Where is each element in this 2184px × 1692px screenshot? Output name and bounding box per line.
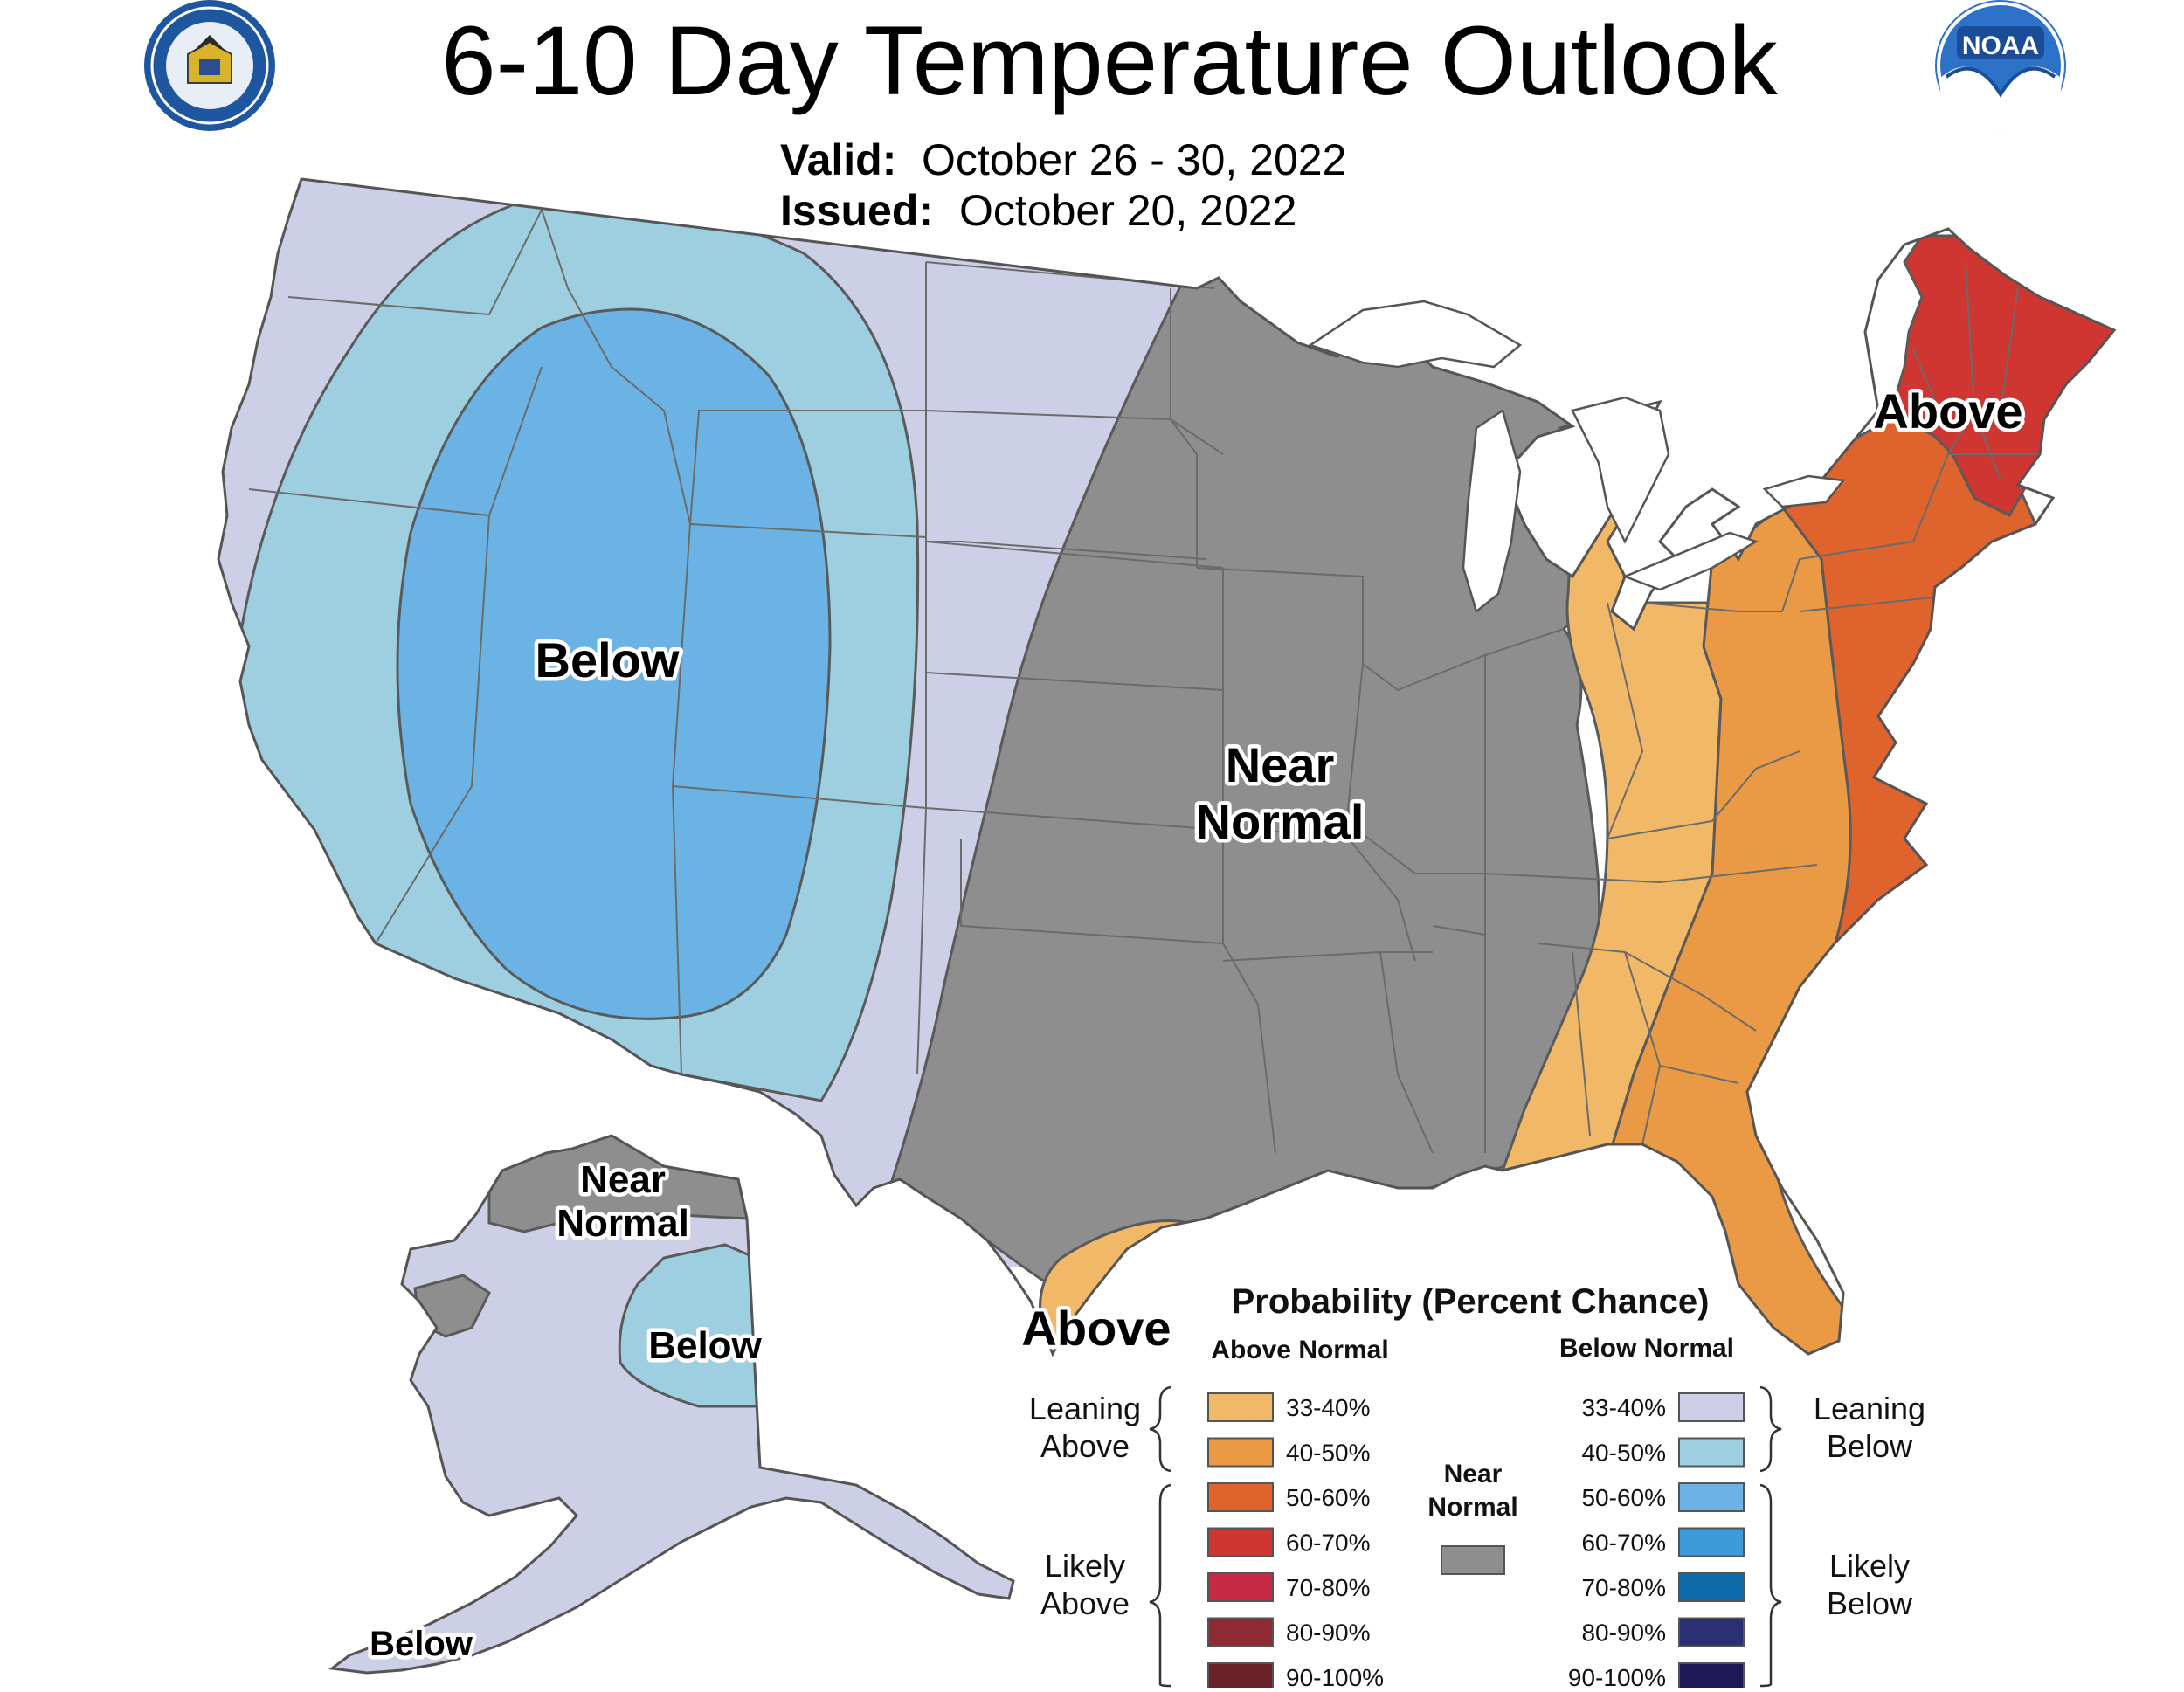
issued-label: Issued: <box>780 186 933 235</box>
lake-ontario <box>1762 474 1846 508</box>
legend-above-label-1: 40-50% <box>1286 1440 1371 1467</box>
issued-date: October 20, 2022 <box>959 186 1296 235</box>
legend-below-label-3: 60-70% <box>1581 1530 1666 1557</box>
legend-above-swatch-2 <box>1207 1482 1274 1512</box>
legend-below-swatch-3 <box>1678 1527 1745 1557</box>
legend-leaning-below-line2: Below <box>1827 1428 1913 1464</box>
legend-likely-below-line2: Below <box>1827 1585 1913 1621</box>
legend-above-label-3: 60-70% <box>1286 1530 1371 1557</box>
legend-below-swatch-5 <box>1678 1617 1745 1647</box>
legend-above-label-6: 90-100% <box>1286 1664 1384 1688</box>
brace-leaning-above <box>1149 1385 1171 1473</box>
legend-below-swatch-1 <box>1678 1437 1745 1468</box>
legend-leaning-below-line1: Leaning <box>1814 1391 1925 1426</box>
legend-above-label-0: 33-40% <box>1286 1394 1371 1421</box>
legend-near-line2: Normal <box>1427 1493 1517 1522</box>
legend-below-swatch-0 <box>1678 1392 1745 1422</box>
legend-below-label-1: 40-50% <box>1581 1440 1666 1467</box>
lake-erie <box>1621 531 1759 591</box>
legend-below-swatch-4 <box>1678 1572 1745 1602</box>
legend-likely-above-line2: Above <box>1040 1585 1130 1621</box>
state-boundaries <box>248 209 2044 1154</box>
label-conus-above-texas: Above <box>1021 1301 1171 1356</box>
legend-below-label-2: 50-60% <box>1581 1484 1666 1511</box>
legend-leaning-above-line2: Above <box>1040 1428 1130 1464</box>
legend-below-rows: 33-40% 40-50% 50-60% 60-70% 70-80% 80-90% 90-1… <box>1568 1392 1745 1692</box>
legend-above-swatch-0 <box>1207 1392 1274 1422</box>
legend-below-label-5: 80-90% <box>1581 1619 1666 1647</box>
lake-superior <box>1308 300 1523 369</box>
legend-near-line1: Near <box>1444 1460 1503 1488</box>
conus-map <box>217 177 2116 1356</box>
label-conus-near-line2: Normal <box>1196 794 1365 849</box>
label-ak-below: Below <box>648 1324 762 1367</box>
label-conus-above-northeast: Above <box>1873 383 2022 439</box>
conus-above-33-40-area <box>1500 409 1723 1173</box>
conus-below-50-60-area <box>396 307 832 1020</box>
brace-likely-below <box>1759 1483 1782 1688</box>
legend-above-header: Above Normal <box>1211 1336 1388 1364</box>
legend-above-swatch-1 <box>1207 1437 1274 1468</box>
label-ak-near-line2: Normal <box>556 1202 689 1245</box>
valid-label: Valid: <box>780 135 896 184</box>
label-ak-near-line1: Near <box>580 1158 666 1201</box>
legend-above-swatch-6 <box>1207 1662 1274 1692</box>
great-lakes <box>1308 300 1846 614</box>
legend-below-label-6: 90-100% <box>1568 1664 1666 1688</box>
legend: Probability (Percent Chance) Above Norma… <box>1029 1282 1925 1692</box>
legend-above-swatch-3 <box>1207 1527 1274 1557</box>
page-title: 6-10 Day Temperature Outlook <box>441 6 1778 115</box>
legend-title: Probability (Percent Chance) <box>1232 1282 1710 1321</box>
legend-likely-below-line1: Likely <box>1829 1548 1910 1584</box>
legend-above-rows: 33-40% 40-50% 50-60% 60-70% 70-80% 80-90% 90-1… <box>1207 1392 1384 1692</box>
brace-likely-above <box>1149 1483 1171 1688</box>
legend-above-label-4: 70-80% <box>1286 1574 1371 1601</box>
legend-above-label-5: 80-90% <box>1286 1619 1371 1647</box>
label-ak-below-southwest: Below <box>370 1625 473 1663</box>
legend-below-header: Below Normal <box>1559 1334 1734 1363</box>
label-conus-below: Below <box>536 632 680 687</box>
noaa-logo-text: NOAA <box>1962 31 2039 60</box>
legend-below-label-4: 70-80% <box>1581 1574 1666 1601</box>
legend-below-label-0: 33-40% <box>1581 1394 1666 1421</box>
label-conus-near-line1: Near <box>1226 737 1335 792</box>
legend-above-label-2: 50-60% <box>1286 1484 1371 1511</box>
valid-date: October 26 - 30, 2022 <box>922 135 1346 184</box>
legend-below-swatch-6 <box>1678 1662 1745 1692</box>
legend-above-swatch-4 <box>1207 1572 1274 1602</box>
noaa-logo-icon: NOAA <box>1935 0 2066 131</box>
lake-huron <box>1571 396 1670 544</box>
lake-michigan <box>1462 409 1522 614</box>
legend-above-swatch-5 <box>1207 1617 1274 1647</box>
legend-below-swatch-2 <box>1678 1482 1745 1512</box>
department-of-commerce-seal-icon <box>144 0 275 131</box>
brace-leaning-below <box>1759 1385 1782 1473</box>
legend-leaning-above-line1: Leaning <box>1029 1391 1141 1426</box>
legend-near-normal-swatch <box>1441 1545 1505 1575</box>
ak-below-40-50-area <box>618 1243 762 1408</box>
legend-likely-above-line1: Likely <box>1045 1548 1125 1584</box>
